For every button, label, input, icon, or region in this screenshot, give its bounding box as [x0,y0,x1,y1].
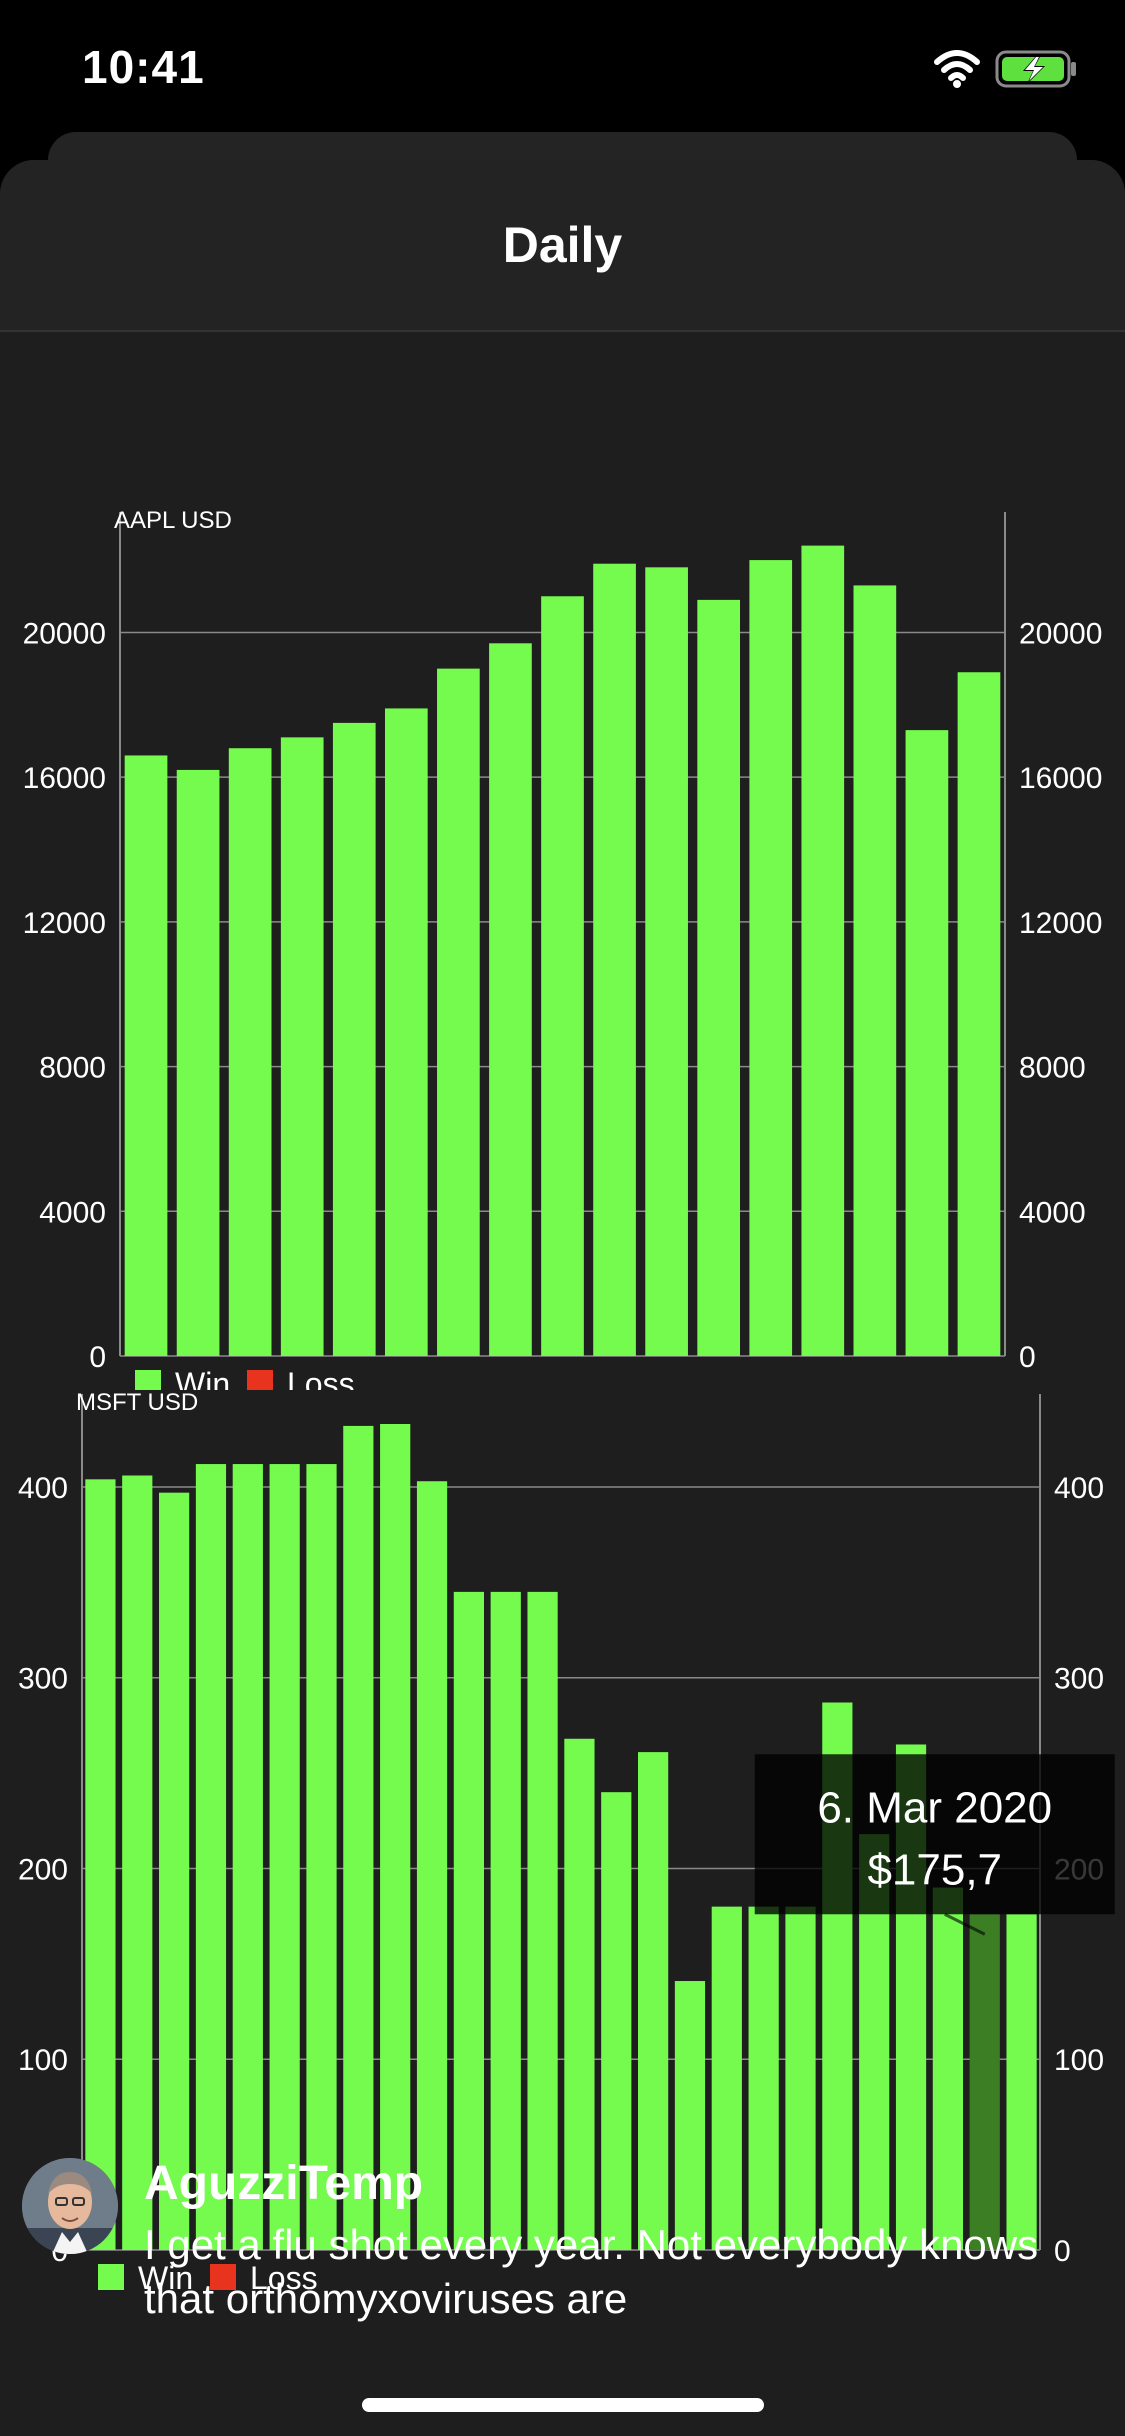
bar [785,1906,816,2250]
bar [1006,1914,1037,2250]
bar [437,668,480,1356]
legend-label-loss: Loss [250,2260,318,2290]
bar [306,1464,337,2250]
y-tick-left: 0 [89,1341,106,1374]
bar [601,1792,632,2250]
bar [853,585,897,1356]
bar [332,722,376,1356]
tooltip-date: 6. Mar 2020 [817,1783,1052,1832]
legend-label-loss: Loss [287,1366,355,1390]
bar [159,1492,190,2250]
y-tick-right: 12000 [1019,907,1102,940]
bar [453,1591,484,2250]
bar [527,1591,558,2250]
y-tick-right: 16000 [1019,762,1102,795]
tweet-text: I get a flu shot every year. Not everybo… [144,2221,1039,2322]
chart-title: MSFT USD [76,1389,198,1416]
bar [749,560,793,1356]
home-indicator[interactable] [362,2398,764,2412]
bar [124,755,168,1356]
modal-sheet: Daily 0 0 4000 4000 8000 8000 12000 12000 16000 1… [0,160,1125,2436]
avatar[interactable] [22,2158,118,2254]
bar [564,1738,595,2250]
status-icons [934,50,1076,88]
bar [801,545,845,1356]
chart-title: AAPL USD [114,507,232,534]
battery-charging-icon [995,50,1076,88]
bar [645,567,688,1356]
avatar-portrait-icon [22,2158,118,2254]
y-tick-left: 300 [18,1663,68,1696]
tooltip-value: $175,7 [867,1845,1002,1894]
y-tick-right: 100 [1054,2044,1104,2077]
y-tick-left: 4000 [39,1196,106,1229]
bar [416,1481,448,2250]
bar [176,769,220,1356]
y-tick-right: 0 [1019,1341,1036,1374]
bar [380,1424,411,2250]
y-tick-left: 8000 [39,1052,106,1085]
bar [957,672,1001,1356]
y-tick-right: 4000 [1019,1196,1086,1229]
bar [269,1464,300,2250]
bar [697,599,741,1356]
bar [343,1425,374,2250]
wifi-icon [934,50,980,88]
bar [748,1906,779,2250]
bar [228,748,272,1356]
bar [489,643,532,1356]
bar [593,563,636,1356]
legend-label-win: Win [175,1366,230,1390]
y-tick-right: 300 [1054,1663,1104,1696]
bar [711,1906,742,2250]
y-tick-left: 200 [18,1853,68,1886]
legend-swatch-loss [247,1370,273,1390]
tweet-username[interactable]: AguzziTemp [144,2157,424,2210]
bar [674,1981,706,2250]
legend-label-win: Win [138,2260,193,2290]
y-tick-left: 100 [18,2044,68,2077]
y-tick-left: 16000 [23,762,106,795]
y-tick-right: 400 [1054,1472,1104,1505]
bar-highlighted [969,1914,1000,2250]
bar [490,1591,521,2250]
y-tick-right: 8000 [1019,1052,1086,1085]
y-tick-left: 400 [18,1472,68,1505]
tooltip-pointer [944,1912,986,1936]
nav-header: Daily [0,160,1125,332]
bar [932,1887,963,2250]
bar [384,708,428,1356]
msft-chart[interactable]: 00100100200200300300400400MSFT USDWinLos… [0,1240,1125,2290]
bar [541,596,584,1356]
y-tick-left: 12000 [23,907,106,940]
bar [85,1479,116,2250]
aapl-chart[interactable]: 0 0 4000 4000 8000 8000 12000 12000 16000 16000 20… [0,340,1125,1390]
bar [638,1752,669,2250]
status-time: 10:41 [82,41,205,93]
y-tick-right: 20000 [1019,617,1102,650]
legend-swatch-win [135,1370,161,1390]
bar [905,730,949,1356]
legend-swatch-win [98,2264,124,2290]
status-bar: 10:41 [0,0,1125,140]
bar [122,1475,153,2250]
bar [195,1464,227,2250]
y-tick-right: 0 [1054,2235,1071,2268]
page-title: Daily [502,217,623,273]
y-tick-left: 20000 [23,617,106,650]
tweet-item[interactable]: AguzziTemp I get a flu shot every year. … [0,2150,1125,2330]
bar [232,1464,263,2250]
bar [280,737,324,1356]
tooltip-box [754,1754,1115,1915]
legend-swatch-loss [210,2264,236,2290]
